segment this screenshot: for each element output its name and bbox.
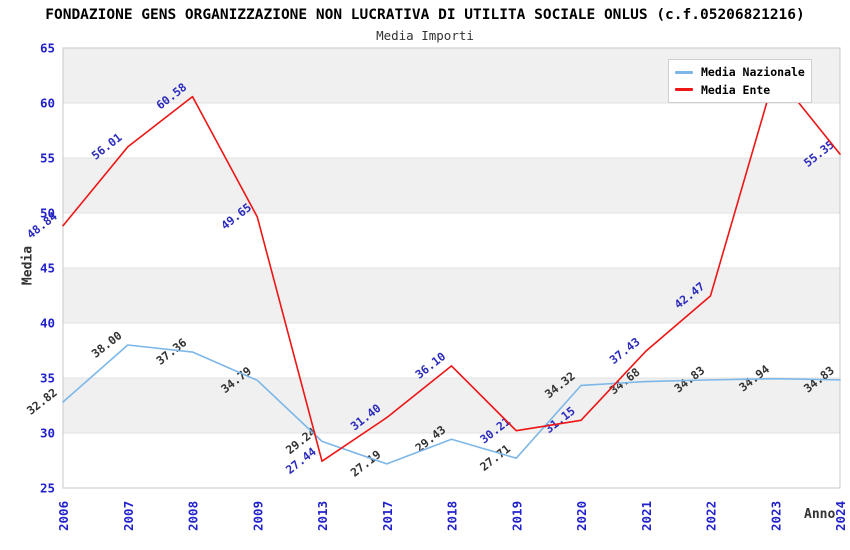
x-tick-label: 2007 bbox=[121, 501, 136, 531]
data-label-media-nazionale: 38.00 bbox=[89, 328, 125, 360]
legend-item-media-ente: Media Ente bbox=[675, 83, 805, 97]
x-tick-label: 2023 bbox=[768, 501, 783, 531]
y-tick-label: 25 bbox=[40, 481, 55, 496]
chart-title: FONDAZIONE GENS ORGANIZZAZIONE NON LUCRA… bbox=[45, 7, 805, 23]
y-tick-label: 40 bbox=[40, 316, 55, 331]
x-tick-label: 2013 bbox=[315, 501, 330, 531]
data-label-media-ente: 37.43 bbox=[607, 335, 643, 367]
data-label-media-ente: 36.10 bbox=[412, 349, 448, 381]
y-tick-label: 35 bbox=[40, 371, 55, 386]
legend-label: Media Nazionale bbox=[701, 65, 805, 80]
y-tick-label: 45 bbox=[40, 261, 55, 276]
y-tick-label: 60 bbox=[40, 96, 55, 111]
plot-band bbox=[63, 268, 840, 323]
series-line-media-ente bbox=[62, 72, 841, 462]
y-tick-label: 55 bbox=[40, 151, 55, 166]
x-tick-label: 2020 bbox=[574, 501, 589, 531]
legend-label: Media Ente bbox=[701, 82, 771, 97]
chart-subtitle: Media Importi bbox=[376, 28, 474, 43]
y-tick-label: 50 bbox=[40, 206, 55, 221]
plot-band bbox=[63, 378, 840, 433]
plot-band bbox=[63, 158, 840, 213]
y-axis-title: Media bbox=[20, 245, 36, 286]
legend-swatch-red bbox=[675, 88, 693, 92]
plot-border bbox=[62, 47, 841, 489]
x-tick-label: 2006 bbox=[56, 501, 71, 531]
legend-swatch-blue bbox=[675, 70, 693, 74]
x-axis-title: Anno bbox=[804, 507, 836, 522]
y-tick-label: 30 bbox=[40, 426, 55, 441]
data-label-media-nazionale: 27.71 bbox=[477, 441, 513, 473]
x-tick-label: 2017 bbox=[380, 501, 395, 531]
x-tick-label: 2018 bbox=[445, 501, 460, 531]
data-label-media-nazionale: 32.82 bbox=[24, 385, 60, 417]
x-tick-label: 2019 bbox=[509, 501, 524, 531]
x-tick-label: 2024 bbox=[833, 501, 848, 531]
y-tick-label: 65 bbox=[40, 41, 55, 56]
series-line-media-nazionale bbox=[62, 344, 841, 465]
legend: Media Nazionale Media Ente bbox=[668, 59, 812, 103]
legend-item-media-nazionale: Media Nazionale bbox=[675, 65, 805, 79]
x-tick-label: 2009 bbox=[250, 501, 265, 531]
x-tick-label: 2008 bbox=[186, 501, 201, 531]
x-tick-label: 2021 bbox=[639, 501, 654, 531]
x-tick-label: 2022 bbox=[704, 501, 719, 531]
